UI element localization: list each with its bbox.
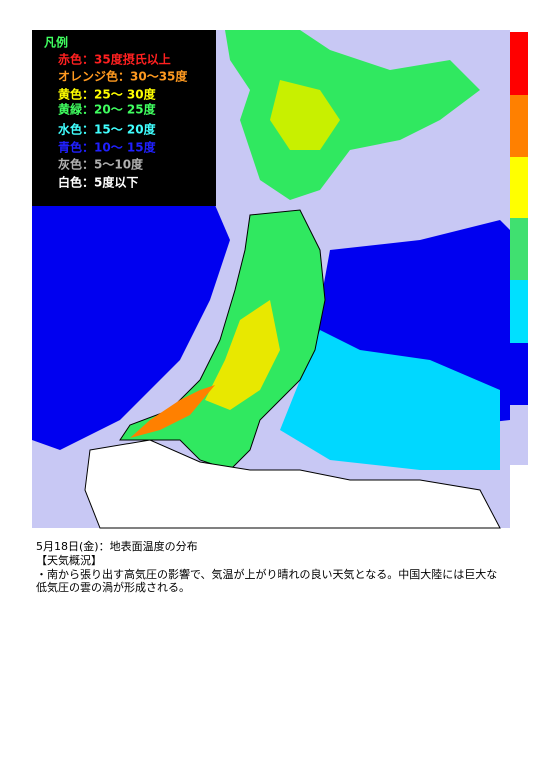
hokkaido bbox=[225, 30, 480, 200]
scale-green bbox=[510, 218, 528, 280]
coast-hot bbox=[130, 385, 215, 438]
legend-item: 水色：15〜 20度 bbox=[58, 122, 157, 137]
legend-title: 凡例 bbox=[44, 35, 68, 50]
scale-yellow bbox=[510, 157, 528, 218]
legend-item: 青色：10〜 15度 bbox=[58, 140, 157, 155]
scale-red bbox=[510, 32, 528, 95]
inland-warm bbox=[205, 300, 280, 410]
color-scale bbox=[510, 32, 528, 465]
legend-item: 黄緑：20〜 25度 bbox=[58, 102, 157, 117]
caption-date: 5月18日(金)：地表面温度の分布 bbox=[36, 540, 198, 553]
caption-heading: 【天気概況】 bbox=[36, 554, 102, 567]
scale-gray bbox=[510, 405, 528, 465]
caption-body: ・南から張り出す高気圧の影響で、気温が上がり晴れの良い天気となる。中国大陸には巨… bbox=[36, 568, 498, 594]
sea-pacific bbox=[280, 330, 500, 470]
tohoku bbox=[119, 209, 326, 471]
scale-cyan bbox=[510, 280, 528, 343]
south-region bbox=[84, 439, 501, 529]
ocean-west bbox=[32, 205, 230, 450]
satellite-map bbox=[32, 30, 510, 529]
scale-blue bbox=[510, 343, 528, 405]
hokkaido-inland bbox=[270, 80, 340, 150]
scale-orange bbox=[510, 95, 528, 157]
legend-item: オレンジ色：30〜35度 bbox=[58, 69, 188, 84]
legend-box bbox=[32, 30, 216, 206]
legend-item: 黄色：25〜 30度 bbox=[58, 87, 157, 102]
legend-item: 灰色：5〜10度 bbox=[58, 157, 144, 172]
legend-item: 白色：5度以下 bbox=[58, 175, 138, 190]
legend-item: 赤色：35度摂氏以上 bbox=[58, 52, 171, 67]
